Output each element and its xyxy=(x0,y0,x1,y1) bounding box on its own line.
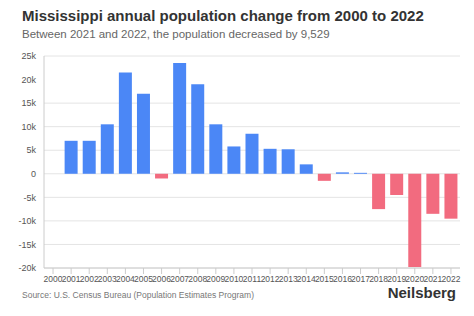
svg-text:2011: 2011 xyxy=(243,274,262,284)
svg-text:2008: 2008 xyxy=(188,274,207,284)
svg-text:2017: 2017 xyxy=(351,274,370,284)
html-text:Neilsberg: Neilsberg xyxy=(387,284,456,301)
svg-text:-20k: -20k xyxy=(18,263,36,273)
svg-text:2003: 2003 xyxy=(98,274,117,284)
svg-text:0: 0 xyxy=(31,169,36,179)
svg-text:2022: 2022 xyxy=(441,274,460,284)
html-text:Source: U.S. Census Bureau (Po: Source: U.S. Census Bureau (Population E… xyxy=(22,290,254,300)
svg-text:2002: 2002 xyxy=(80,274,99,284)
svg-text:-5k: -5k xyxy=(23,193,36,203)
svg-text:2007: 2007 xyxy=(170,274,189,284)
svg-text:2015: 2015 xyxy=(315,274,334,284)
svg-text:2010: 2010 xyxy=(224,274,243,284)
svg-text:25k: 25k xyxy=(21,51,36,61)
svg-text:2018: 2018 xyxy=(369,274,388,284)
svg-text:-15k: -15k xyxy=(18,240,36,250)
svg-text:2021: 2021 xyxy=(423,274,442,284)
html-text:Mississippi annual population: Mississippi annual population change fro… xyxy=(22,7,424,24)
html-text:Between 2021 and 2022, the pop: Between 2021 and 2022, the population de… xyxy=(22,28,330,40)
svg-text:2006: 2006 xyxy=(152,274,171,284)
svg-text:2012: 2012 xyxy=(261,274,280,284)
svg-text:20k: 20k xyxy=(21,75,36,85)
svg-text:2016: 2016 xyxy=(333,274,352,284)
svg-text:2013: 2013 xyxy=(279,274,298,284)
svg-text:2009: 2009 xyxy=(206,274,225,284)
svg-text:5k: 5k xyxy=(26,145,36,155)
svg-text:2019: 2019 xyxy=(387,274,406,284)
svg-text:10k: 10k xyxy=(21,122,36,132)
svg-text:-10k: -10k xyxy=(18,216,36,226)
svg-text:2014: 2014 xyxy=(297,274,316,284)
svg-text:2000: 2000 xyxy=(44,274,63,284)
svg-text:2001: 2001 xyxy=(62,274,81,284)
svg-text:2005: 2005 xyxy=(134,274,153,284)
svg-text:2020: 2020 xyxy=(405,274,424,284)
svg-text:15k: 15k xyxy=(21,98,36,108)
svg-text:2004: 2004 xyxy=(116,274,135,284)
